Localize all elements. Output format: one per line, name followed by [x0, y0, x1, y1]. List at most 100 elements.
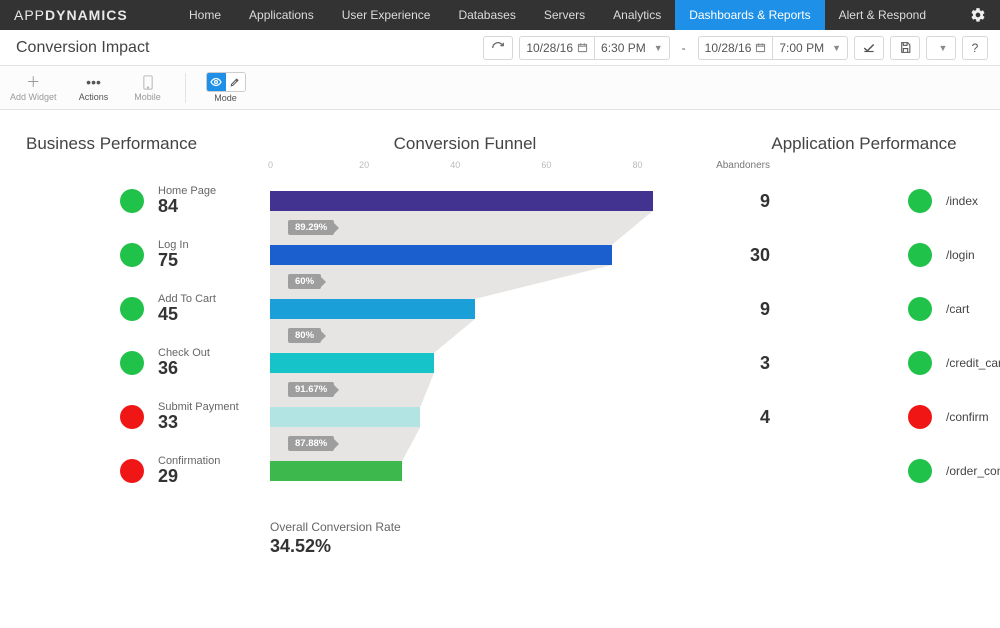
abandoners-value: 4 — [680, 407, 774, 428]
nav-item-home[interactable]: Home — [175, 0, 235, 30]
top-navbar: APPDYNAMICS HomeApplicationsUser Experie… — [0, 0, 1000, 30]
axis-tick: 60 — [541, 160, 551, 170]
business-text: Add To Cart45 — [158, 293, 216, 325]
funnel-bar — [270, 353, 434, 373]
toolbar-separator — [185, 73, 186, 103]
app-path: /cart — [946, 302, 969, 316]
help-button[interactable]: ? — [962, 36, 988, 60]
funnel-bar — [270, 407, 420, 427]
dashboard-toolbar: ＋ Add Widget ••• Actions Mobile Mode — [0, 66, 1000, 110]
actions-button[interactable]: ••• Actions — [77, 73, 111, 102]
funnel-row: Confirmation29/order_confirmation — [26, 444, 974, 498]
dots-icon: ••• — [86, 73, 101, 91]
add-widget-label: Add Widget — [10, 92, 57, 102]
funnel-row: Submit Payment3387.88%4/confirm — [26, 390, 974, 444]
chevron-down-icon: ▼ — [654, 43, 663, 53]
nav-item-applications[interactable]: Applications — [235, 0, 328, 30]
funnel-row: Home Page8489.29%9/index — [26, 174, 974, 228]
overall-rate: 34.52% — [270, 536, 974, 557]
status-dot — [120, 243, 144, 267]
chevron-down-icon: ▼ — [939, 43, 948, 53]
dashboard-body: Business Performance Conversion Funnel A… — [0, 110, 1000, 557]
business-metric: Submit Payment33 — [26, 401, 270, 433]
save-button[interactable] — [890, 36, 920, 60]
step-value: 84 — [158, 197, 216, 217]
application-metric: /credit_card — [774, 351, 974, 375]
business-metric: Check Out36 — [26, 347, 270, 379]
axis-ticks: 020406080 — [270, 160, 680, 174]
conversion-badge: 80% — [288, 328, 321, 343]
mode-toggle-box[interactable] — [206, 72, 246, 92]
section-headings: Business Performance Conversion Funnel A… — [26, 134, 974, 154]
app-path: /credit_card — [946, 356, 1000, 370]
status-dot — [908, 405, 932, 429]
step-value: 36 — [158, 359, 210, 379]
funnel-rows: Home Page8489.29%9/indexLog In7560%30/lo… — [26, 174, 974, 498]
overall-label: Overall Conversion Rate — [270, 520, 974, 534]
axis-tick: 0 — [268, 160, 273, 170]
overall-conversion: Overall Conversion Rate 34.52% — [270, 520, 974, 557]
brand-bold: DYNAMICS — [45, 7, 128, 23]
mode-toggle[interactable]: Mode — [206, 72, 246, 103]
abandoners-value: 9 — [680, 299, 774, 320]
business-metric: Add To Cart45 — [26, 293, 270, 325]
nav-item-alert-respond[interactable]: Alert & Respond — [825, 0, 940, 30]
business-metric: Log In75 — [26, 239, 270, 271]
from-time-picker[interactable]: 6:30 PM ▼ — [594, 36, 670, 60]
primary-nav: HomeApplicationsUser ExperienceDatabases… — [175, 0, 940, 30]
nav-item-databases[interactable]: Databases — [444, 0, 529, 30]
nav-item-analytics[interactable]: Analytics — [599, 0, 675, 30]
app-path: /confirm — [946, 410, 989, 424]
app-path: /order_confirmation — [946, 464, 1000, 478]
application-metric: /index — [774, 189, 974, 213]
from-time-value: 6:30 PM — [601, 41, 646, 55]
conversion-badge: 91.67% — [288, 382, 334, 397]
refresh-button[interactable] — [483, 36, 513, 60]
funnel-cell: 80% — [270, 282, 680, 336]
status-dot — [908, 189, 932, 213]
more-dropdown[interactable]: ▼ — [926, 36, 956, 60]
mode-label: Mode — [214, 93, 237, 103]
from-datetime-group: 10/28/16 6:30 PM ▼ — [519, 36, 669, 60]
funnel-axis: 020406080 Abandoners — [26, 160, 974, 174]
step-value: 29 — [158, 467, 220, 487]
axis-tick: 40 — [450, 160, 460, 170]
calendar-icon — [577, 42, 588, 53]
application-heading: Application Performance — [754, 134, 974, 154]
nav-item-dashboards-reports[interactable]: Dashboards & Reports — [675, 0, 824, 30]
status-dot — [908, 459, 932, 483]
conversion-badge: 89.29% — [288, 220, 334, 235]
subheader-bar: Conversion Impact 10/28/16 6:30 PM ▼ - 1… — [0, 30, 1000, 66]
nav-item-servers[interactable]: Servers — [530, 0, 599, 30]
conversion-badge: 60% — [288, 274, 321, 289]
settings-gear-icon[interactable] — [956, 7, 1000, 23]
to-date-picker[interactable]: 10/28/16 — [698, 36, 773, 60]
mobile-button[interactable]: Mobile — [131, 73, 165, 102]
mobile-icon — [143, 73, 153, 91]
business-metric: Home Page84 — [26, 185, 270, 217]
business-text: Check Out36 — [158, 347, 210, 379]
chevron-down-icon: ▼ — [832, 43, 841, 53]
step-value: 45 — [158, 305, 216, 325]
to-time-picker[interactable]: 7:00 PM ▼ — [772, 36, 848, 60]
business-text: Confirmation29 — [158, 455, 220, 487]
to-date-value: 10/28/16 — [705, 41, 752, 55]
funnel-bar — [270, 245, 612, 265]
funnel-row: Log In7560%30/login — [26, 228, 974, 282]
range-separator: - — [676, 41, 692, 55]
application-metric: /login — [774, 243, 974, 267]
application-metric: /confirm — [774, 405, 974, 429]
status-dot — [120, 189, 144, 213]
actions-label: Actions — [79, 92, 109, 102]
app-path: /login — [946, 248, 975, 262]
edit-mode-icon[interactable] — [226, 73, 245, 91]
funnel-cell: 87.88% — [270, 390, 680, 444]
from-date-picker[interactable]: 10/28/16 — [519, 36, 594, 60]
brand-thin: APP — [14, 7, 45, 23]
view-mode-icon[interactable] — [207, 73, 226, 91]
nav-item-user-experience[interactable]: User Experience — [328, 0, 445, 30]
apply-button[interactable] — [854, 36, 884, 60]
step-value: 75 — [158, 251, 189, 271]
funnel-row: Add To Cart45 80%9/cart — [26, 282, 974, 336]
add-widget-button[interactable]: ＋ Add Widget — [10, 73, 57, 102]
